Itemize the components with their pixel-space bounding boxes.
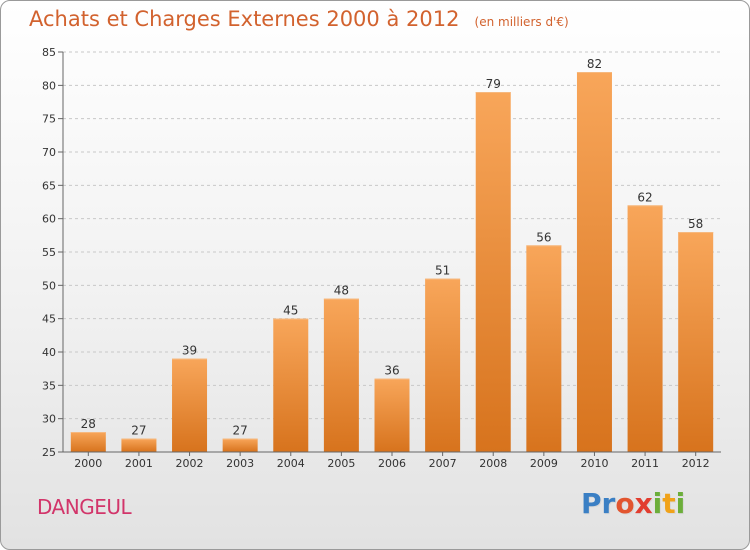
bar <box>627 205 663 452</box>
x-tick-label: 2002 <box>176 457 204 470</box>
bar-value-label: 82 <box>587 57 602 71</box>
x-tick-label: 2010 <box>580 457 608 470</box>
x-tick-label: 2012 <box>682 457 710 470</box>
x-tick-label: 2006 <box>378 457 406 470</box>
logo-letter: o <box>615 487 635 520</box>
bar <box>526 245 562 452</box>
x-tick-label: 2008 <box>479 457 507 470</box>
bar-value-label: 58 <box>688 217 703 231</box>
y-tick-label: 80 <box>42 79 56 92</box>
y-tick-label: 55 <box>42 246 56 259</box>
logo-letter: t <box>662 487 676 520</box>
axes-group: 25 30 35 40 45 50 55 60 65 70 75 80 85 2000 2001 2002 20… <box>42 46 721 470</box>
bar <box>475 92 511 452</box>
bar <box>323 298 359 452</box>
chart-title-text: Achats et Charges Externes 2000 à 2012 <box>29 7 460 31</box>
y-tick-label: 85 <box>42 46 56 59</box>
bar <box>374 378 410 452</box>
bars-group: 28 27 39 27 45 48 36 51 79 56 82 62 58 <box>70 57 714 452</box>
bar <box>121 438 157 452</box>
bar-value-label: 27 <box>131 424 146 438</box>
logo-letter: i <box>652 487 663 520</box>
x-tick-label: 2005 <box>327 457 355 470</box>
chart-title: Achats et Charges Externes 2000 à 2012 (… <box>29 7 569 31</box>
logo-letter: P <box>581 487 602 520</box>
bar-value-label: 48 <box>334 284 349 298</box>
chart-subtitle: (en milliers d'€) <box>474 15 569 29</box>
y-tick-label: 45 <box>42 313 56 326</box>
logo-letter: r <box>601 487 616 520</box>
y-tick-label: 25 <box>42 446 56 459</box>
town-name: DANGEUL <box>37 495 132 519</box>
bar-value-label: 27 <box>233 424 248 438</box>
y-tick-label: 40 <box>42 346 56 359</box>
y-tick-label: 70 <box>42 146 56 159</box>
x-tick-label: 2000 <box>74 457 102 470</box>
x-tick-label: 2011 <box>631 457 659 470</box>
bar <box>425 278 461 452</box>
bar-value-label: 79 <box>486 77 501 91</box>
x-tick-label: 2001 <box>125 457 153 470</box>
bar-value-label: 62 <box>637 190 652 204</box>
bar-value-label: 51 <box>435 264 450 278</box>
x-tick-label: 2007 <box>429 457 457 470</box>
x-tick-label: 2004 <box>277 457 305 470</box>
bar <box>222 438 258 452</box>
bar-value-label: 56 <box>536 230 551 244</box>
x-tick-label: 2003 <box>226 457 254 470</box>
bar <box>273 318 309 452</box>
bar-value-label: 36 <box>384 364 399 378</box>
bar <box>678 232 714 452</box>
y-tick-label: 30 <box>42 413 56 426</box>
y-tick-label: 35 <box>42 379 56 392</box>
bar-value-label: 39 <box>182 344 197 358</box>
bar <box>172 358 208 452</box>
y-tick-label: 60 <box>42 213 56 226</box>
bar-value-label: 28 <box>81 417 96 431</box>
y-tick-label: 50 <box>42 279 56 292</box>
bar <box>70 432 106 452</box>
logo-letter: x <box>634 487 653 520</box>
y-tick-label: 65 <box>42 179 56 192</box>
y-tick-label: 75 <box>42 113 56 126</box>
bar-value-label: 45 <box>283 304 298 318</box>
x-tick-label: 2009 <box>530 457 558 470</box>
proxiti-logo: Proxiti <box>581 487 685 520</box>
logo-letter: i <box>675 487 686 520</box>
bar <box>576 72 612 452</box>
